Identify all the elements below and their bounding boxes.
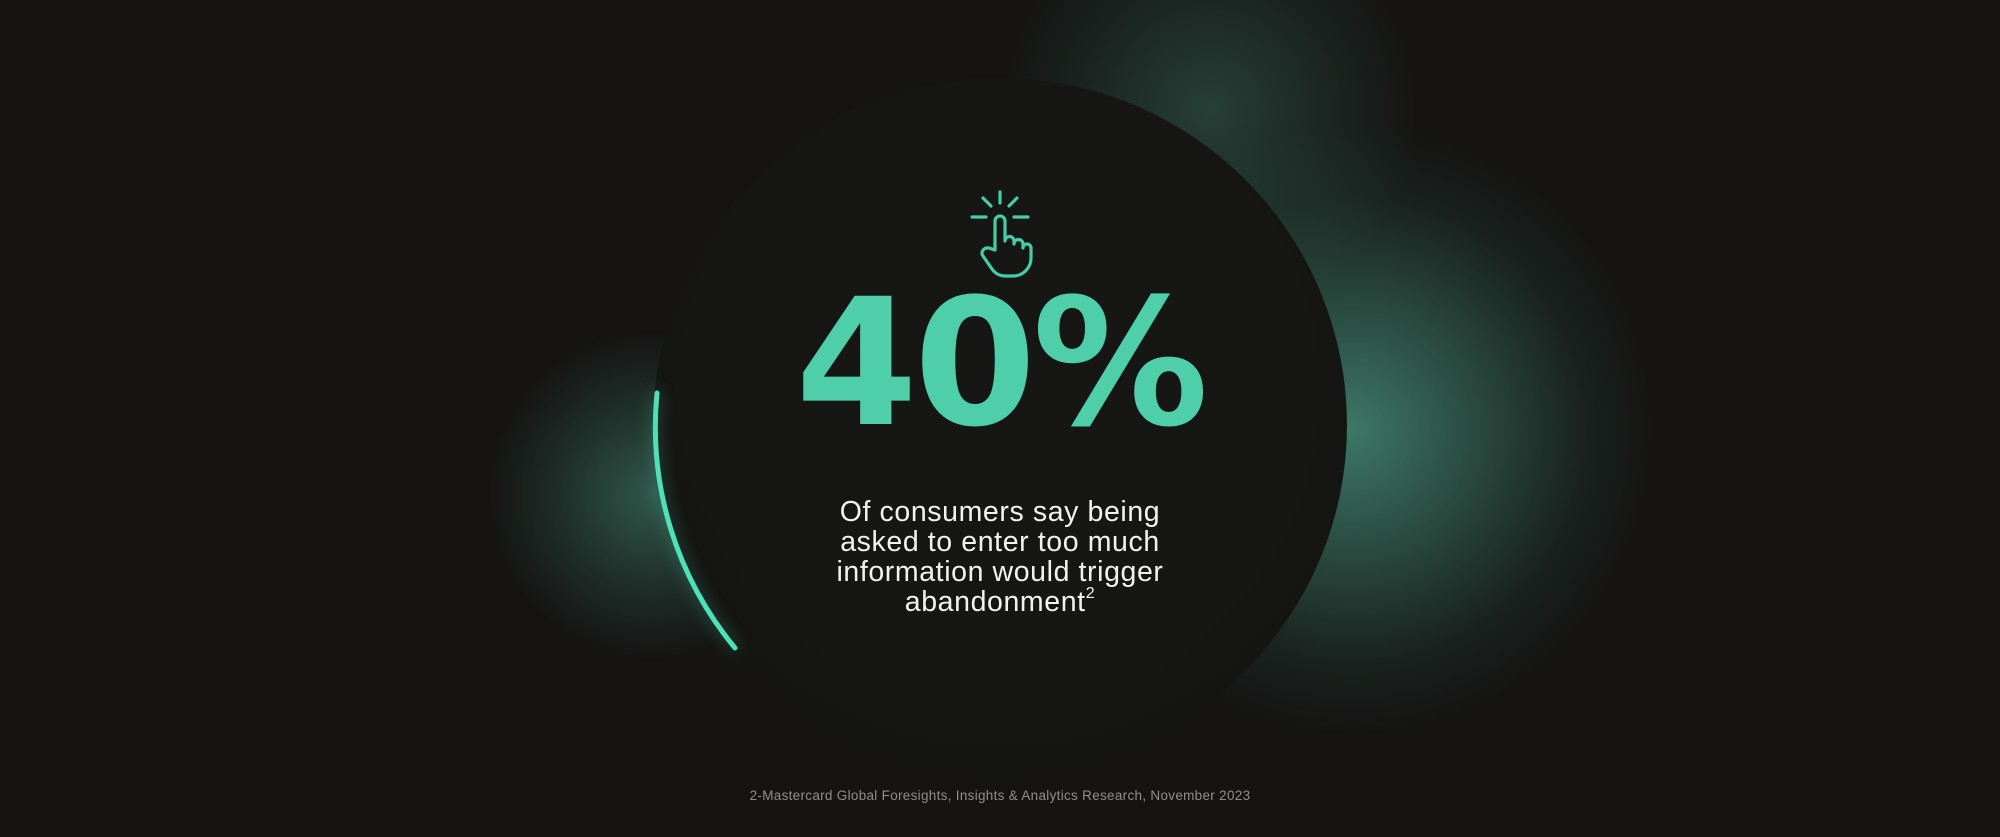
stat-value: 40% [795, 261, 1208, 466]
ray-upper-left [981, 196, 993, 208]
hand-outline [980, 214, 1033, 278]
statement-line: information would trigger [836, 556, 1164, 588]
source-footnote: 2-Mastercard Global Foresights, Insights… [749, 788, 1251, 803]
footnote-reference-superscript: 2 [1085, 585, 1096, 602]
statement-line-last: abandonment2 [0, 585, 2000, 618]
tap-click-icon [960, 190, 1040, 294]
statement-line: Of consumers say being [839, 496, 1161, 528]
ray-upper-right [1007, 196, 1019, 208]
stat-description: Of consumers say being asked to enter to… [0, 497, 2000, 617]
statement-line: asked to enter too much [840, 526, 1160, 558]
statement-line-text: abandonment [904, 586, 1086, 618]
